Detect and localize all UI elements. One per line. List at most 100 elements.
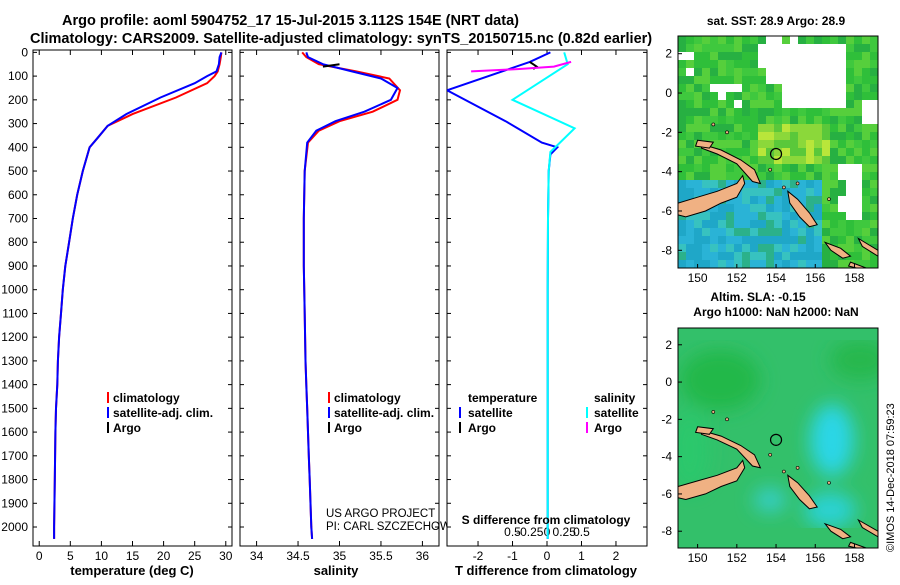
sst-cell [758,140,766,148]
land-polygon [678,174,746,218]
sst-cell [734,252,742,260]
sst-cell [702,220,710,228]
sst-cell [742,260,750,268]
sst-cell [790,252,798,260]
sst-cell [846,164,854,172]
sst-cell [790,260,798,268]
sst-cell [702,156,710,164]
sst-cell [814,228,822,236]
sst-cell [782,84,790,92]
sst-cell [686,164,694,172]
island [768,167,772,172]
sst-cell [774,52,782,60]
land-polygon [787,474,819,510]
sst-cell [790,236,798,244]
map-y-tick-label: -2 [661,125,672,139]
sst-cell [750,84,758,92]
sst-cell [678,124,686,132]
sst-cell [694,228,702,236]
sst-cell [758,236,766,244]
sst-cell [870,260,878,268]
sst-cell [718,52,726,60]
sst-cell [750,148,758,156]
sst-cell [718,92,726,100]
sst-cell [870,156,878,164]
sst-cell [750,212,758,220]
sst-cell [862,132,870,140]
sst-cell [854,108,862,116]
sst-cell [846,244,854,252]
sst-cell [830,108,838,116]
sst-cell [710,68,718,76]
sst-cell [686,124,694,132]
sst-cell [766,36,774,44]
depth-tick-label: 700 [8,211,28,225]
sst-cell [862,180,870,188]
sst-cell [822,164,830,172]
sst-cell [798,124,806,132]
sst-cell [742,196,750,204]
x-tick-label: 36 [416,549,430,563]
sst-cell [862,76,870,84]
depth-tick-label: 100 [8,69,28,83]
sst-cell [694,92,702,100]
sst-cell [742,244,750,252]
sst-cell [806,68,814,76]
depth-tick-label: 900 [8,259,28,273]
sst-cell [782,116,790,124]
legend-clim-label: climatology [334,391,401,405]
sst-cell [782,204,790,212]
x-tick-label: 35 [333,549,347,563]
sst-cell [830,188,838,196]
sst-cell [766,228,774,236]
sst-cell [782,180,790,188]
sst-cell [790,180,798,188]
sst-cell [726,60,734,68]
sst-map-frame [677,35,879,269]
sst-cell [710,108,718,116]
sst-cell [806,60,814,68]
legend-satclim-label: satellite-adj. clim. [113,406,213,420]
sst-cell [830,36,838,44]
sst-cell [870,164,878,172]
sst-cell [678,140,686,148]
map-x-tick-label: 158 [844,551,864,565]
sst-cell [710,124,718,132]
project-label: US ARGO PROJECT [326,508,435,520]
sst-cell [838,220,846,228]
sst-cell [822,228,830,236]
sst-cell [798,76,806,84]
sst-cell [798,244,806,252]
sst-cell [742,76,750,84]
sst-cell [806,180,814,188]
sst-cell [798,196,806,204]
sst-cell [750,180,758,188]
sst-cell [710,156,718,164]
sst-cell [766,140,774,148]
sst-cell [838,180,846,188]
map-x-tick-label: 154 [766,271,786,285]
sst-cell [838,52,846,60]
sst-cell [806,204,814,212]
sst-cell [806,236,814,244]
sst-cell [814,124,822,132]
sla-blob [810,404,854,476]
sst-cell [678,116,686,124]
sst-cell [774,212,782,220]
sst-cell [806,52,814,60]
sst-cell [678,36,686,44]
sst-cell [798,52,806,60]
sst-cell [766,244,774,252]
sst-cell [854,100,862,108]
legend-clim-label: climatology [113,391,180,405]
depth-tick-label: 1800 [1,473,28,487]
sst-cell [822,172,830,180]
sst-cell [742,140,750,148]
sst-cell [726,92,734,100]
sst-cell [830,92,838,100]
depth-tick-label: 1400 [1,378,28,392]
sst-cell [854,140,862,148]
sst-cell [846,68,854,76]
sst-cell [790,212,798,220]
sst-cell [678,84,686,92]
